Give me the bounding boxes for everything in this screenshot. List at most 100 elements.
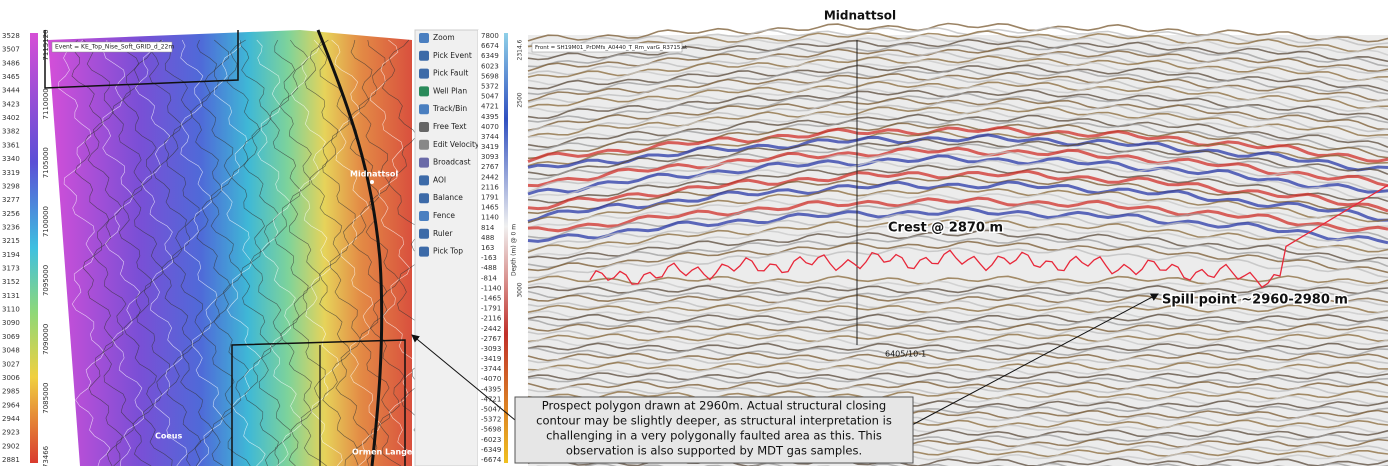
colorbar-label: 3402 bbox=[2, 114, 20, 122]
annotation-text: Prospect polygon drawn at 2960m. Actual … bbox=[536, 399, 892, 458]
amplitude-label: -5372 bbox=[481, 416, 501, 424]
tool-icon bbox=[419, 33, 429, 43]
map-colorbar bbox=[30, 33, 38, 463]
amplitude-label: 5047 bbox=[481, 93, 499, 101]
map-y-label: 7110000 bbox=[42, 88, 50, 119]
colorbar-label: 3528 bbox=[2, 32, 20, 40]
amplitude-label: -814 bbox=[481, 274, 497, 282]
amplitude-label: -1465 bbox=[481, 294, 501, 302]
tool-icon bbox=[419, 229, 429, 239]
amplitude-label: -5698 bbox=[481, 426, 501, 434]
tool-label[interactable]: Free Text bbox=[433, 122, 467, 131]
colorbar-label: 3215 bbox=[2, 237, 20, 245]
amplitude-label: 7800 bbox=[481, 32, 499, 40]
depth-label: 2500 bbox=[517, 92, 524, 107]
tool-label[interactable]: Pick Top bbox=[433, 247, 463, 256]
colorbar-label: 3444 bbox=[2, 87, 20, 95]
amplitude-label: 2442 bbox=[481, 173, 499, 181]
amplitude-label: 4070 bbox=[481, 123, 499, 131]
place-label: Midnattsol bbox=[350, 170, 398, 179]
colorbar-label: 3173 bbox=[2, 265, 20, 273]
amplitude-label: 3093 bbox=[481, 153, 499, 161]
tool-icon bbox=[419, 69, 429, 79]
colorbar-label: 3236 bbox=[2, 223, 20, 231]
amplitude-label: 6349 bbox=[481, 52, 499, 60]
amplitude-label: 3744 bbox=[481, 133, 499, 141]
tool-icon bbox=[419, 86, 429, 96]
amplitude-label: 1140 bbox=[481, 214, 499, 222]
map-y-label: 7105000 bbox=[42, 147, 50, 178]
annotation-line: challenging in a very polygonally faulte… bbox=[546, 429, 882, 443]
front-label: Front = SH19M01_PrDMfs_A0440_T_Rm_varG_R… bbox=[535, 45, 688, 51]
amplitude-label: -6674 bbox=[481, 456, 502, 464]
amplitude-label: -3093 bbox=[481, 345, 501, 353]
tool-label[interactable]: Pick Event bbox=[433, 51, 472, 60]
colorbar-label: 3194 bbox=[2, 251, 20, 259]
tool-icon bbox=[419, 158, 429, 168]
tool-label[interactable]: Balance bbox=[433, 193, 463, 202]
colorbar-label: 3090 bbox=[2, 319, 20, 327]
map-y-label: 7095000 bbox=[42, 265, 50, 296]
colorbar-label: 3131 bbox=[2, 292, 20, 300]
colorbar-label: 3152 bbox=[2, 278, 20, 286]
amplitude-label: 488 bbox=[481, 234, 494, 242]
depth-label: 2314.6 bbox=[517, 39, 524, 60]
amplitude-label: -2767 bbox=[481, 335, 501, 343]
tool-label[interactable]: Pick Fault bbox=[433, 69, 468, 78]
amplitude-label: 5372 bbox=[481, 82, 499, 90]
colorbar-label: 3277 bbox=[2, 196, 20, 204]
tool-label[interactable]: Well Plan bbox=[433, 86, 467, 95]
colorbar-label: 3486 bbox=[2, 59, 20, 67]
map-y-label: 73466 bbox=[42, 445, 50, 466]
tool-icon bbox=[419, 51, 429, 61]
amplitude-label: 6674 bbox=[481, 42, 499, 50]
tool-label[interactable]: Fence bbox=[433, 211, 455, 220]
tool-label[interactable]: Edit Velocity bbox=[433, 140, 480, 149]
tool-label[interactable]: AOI bbox=[433, 175, 446, 184]
amplitude-label: -488 bbox=[481, 264, 497, 272]
amplitude-label: -3419 bbox=[481, 355, 501, 363]
colorbar-label: 3319 bbox=[2, 169, 20, 177]
depth-map bbox=[48, 30, 412, 466]
place-label: Coeus bbox=[155, 432, 182, 441]
colorbar-label: 2985 bbox=[2, 388, 20, 396]
tool-icon bbox=[419, 122, 429, 132]
colorbar-label: 3423 bbox=[2, 100, 20, 108]
amplitude-label: 1465 bbox=[481, 204, 499, 212]
colorbar-label: 3298 bbox=[2, 182, 20, 190]
amplitude-label: 6023 bbox=[481, 62, 499, 70]
tool-label[interactable]: Ruler bbox=[433, 229, 453, 238]
amplitude-label: -3744 bbox=[481, 365, 502, 373]
place-label: Ormen Lange bbox=[352, 448, 413, 457]
tool-label[interactable]: Broadcast bbox=[433, 158, 471, 167]
colorbar-label: 2944 bbox=[2, 415, 20, 423]
amplitude-label: -4070 bbox=[481, 375, 501, 383]
amplitude-label: 1791 bbox=[481, 194, 499, 202]
tool-icon bbox=[419, 193, 429, 203]
amplitude-label: 814 bbox=[481, 224, 495, 232]
event-label: Event = KE_Top_Nise_Soft_GRID_d_22m bbox=[55, 44, 174, 51]
colorbar-label: 3048 bbox=[2, 347, 20, 355]
title: Midnattsol bbox=[824, 9, 896, 23]
screenshot: 3528350734863465344434233402338233613340… bbox=[0, 0, 1388, 466]
amplitude-label: 2116 bbox=[481, 183, 499, 191]
colorbar-label: 3340 bbox=[2, 155, 20, 163]
crest-label: Crest @ 2870 m bbox=[888, 221, 1003, 236]
tool-icon bbox=[419, 104, 429, 114]
amplitude-label: -2442 bbox=[481, 325, 501, 333]
amplitude-label: -4395 bbox=[481, 385, 501, 393]
colorbar-label: 2881 bbox=[2, 456, 20, 464]
tool-label[interactable]: Zoom bbox=[433, 33, 455, 42]
amplitude-label: 4395 bbox=[481, 113, 499, 121]
map-y-label: 7085000 bbox=[42, 383, 50, 414]
amplitude-label: -1791 bbox=[481, 305, 501, 313]
tool-label[interactable]: Track/Bin bbox=[432, 104, 467, 113]
amplitude-label: -163 bbox=[481, 254, 497, 262]
annotation-line: observation is also supported by MDT gas… bbox=[566, 444, 862, 458]
colorbar-label: 3110 bbox=[2, 306, 20, 314]
amplitude-label: 3419 bbox=[481, 143, 499, 151]
colorbar-label: 3465 bbox=[2, 73, 20, 81]
depth-label: 3000 bbox=[517, 282, 524, 297]
amplitude-label: 2767 bbox=[481, 163, 499, 171]
colorbar-label: 3069 bbox=[2, 333, 20, 341]
